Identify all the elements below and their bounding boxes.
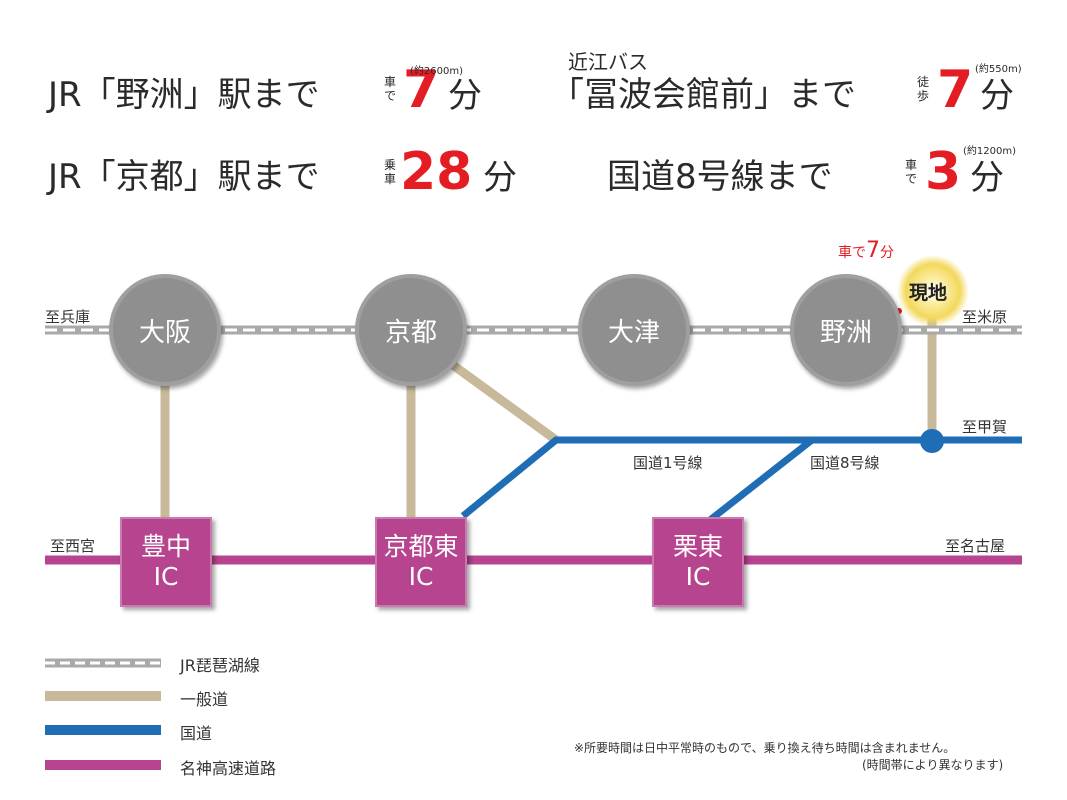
legend-swatch-national-road [45, 725, 161, 735]
legend-swatch-rail [45, 658, 161, 668]
minutes-to-route8: 3 [925, 142, 962, 202]
bus-line-name: 近江バス [568, 50, 648, 74]
unit-minutes: 分 [970, 158, 1004, 198]
distance-note: (約2600m) [410, 66, 463, 77]
station-yasu: 野洲 [790, 274, 902, 386]
route-1 [460, 436, 1022, 519]
station-osaka: 大阪 [109, 274, 221, 386]
station-otsu: 大津 [578, 274, 690, 386]
edge-label-east-exp: 至名古屋 [945, 537, 1006, 555]
footnote-sub: (時間帯により異なります) [862, 758, 1004, 772]
edge-label-east-rail: 至米原 [962, 308, 1008, 326]
ic-kyoto-higashi: 京都東 IC [375, 517, 467, 607]
road-kyoto-route1 [443, 356, 559, 444]
route8-junction [920, 429, 944, 453]
unit-minutes: 分 [980, 76, 1014, 116]
route-8 [707, 437, 815, 523]
route-to-yasu-station: JR「野洲」駅まで [48, 75, 320, 115]
legend-label-rail: JR琵琶湖線 [180, 656, 260, 675]
mode-by-car: 車で [383, 75, 396, 103]
legend-label-national-road: 国道 [180, 724, 213, 743]
current-location-glow [897, 255, 969, 327]
national-roads [460, 436, 1022, 523]
legend-swatch-general-road [45, 691, 161, 701]
minutes-to-kyoto: 28 [400, 142, 473, 202]
route-to-route8: 国道8号線まで [607, 157, 833, 197]
mode-by-car: 車で [904, 158, 917, 186]
distance-note: (約550m) [975, 64, 1022, 75]
car-time-to-station: 車で7分 [838, 238, 894, 263]
road-label-route1: 国道1号線 [633, 454, 703, 472]
edge-label-west-rail: 至兵庫 [45, 308, 91, 326]
legend-label-general-road: 一般道 [180, 690, 229, 709]
legend-label-expressway: 名神高速道路 [180, 759, 277, 778]
distance-note: (約1200m) [963, 146, 1016, 157]
edge-label-west-exp: 至西宮 [50, 537, 96, 555]
minutes-to-bus-stop: 7 [937, 60, 974, 120]
current-location-label: 現地 [909, 282, 948, 304]
mode-on-foot: 徒歩 [916, 75, 929, 103]
legend-swatch-expressway [45, 760, 161, 770]
unit-minutes: 分 [448, 76, 482, 116]
route-to-bus-stop: 「冨波会館前」まで [550, 75, 856, 115]
footnote: ※所要時間は日中平常時のもので、乗り換え待ち時間は含まれません。 [574, 741, 956, 755]
edge-label-east-road: 至甲賀 [962, 418, 1008, 436]
road-label-route8: 国道8号線 [810, 454, 880, 472]
station-kyoto: 京都 [355, 274, 467, 386]
ic-ritto: 栗東 IC [652, 517, 744, 607]
unit-minutes: 分 [483, 158, 517, 198]
mode-by-train: 乗車 [383, 158, 396, 186]
ic-toyonaka: 豊中 IC [120, 517, 212, 607]
minutes-to-yasu: 7 [403, 60, 440, 120]
route-to-kyoto-station: JR「京都」駅まで [48, 157, 320, 197]
